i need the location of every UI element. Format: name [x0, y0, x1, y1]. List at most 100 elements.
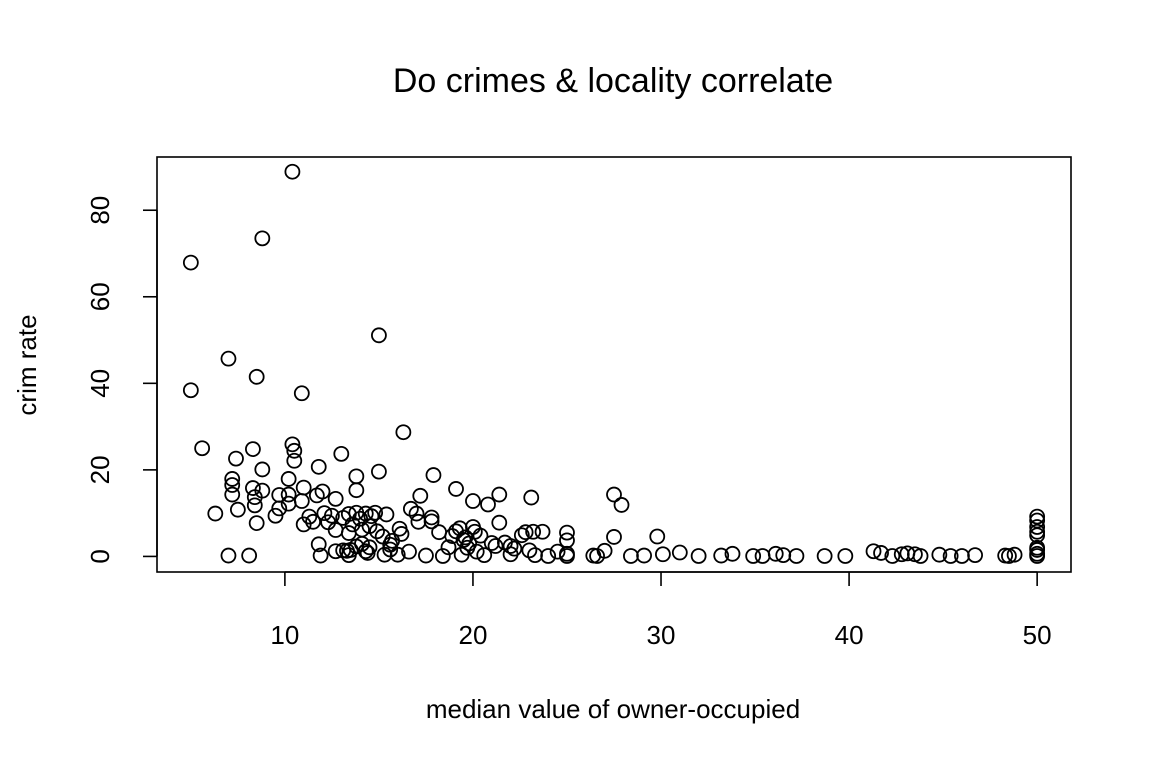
data-point	[393, 526, 410, 542]
data-point	[224, 486, 241, 503]
data-point	[286, 452, 303, 469]
data-point	[254, 461, 271, 478]
data-point	[418, 547, 434, 564]
data-point	[293, 385, 310, 402]
y-tick-label: 60	[85, 282, 115, 311]
data-point	[472, 527, 489, 544]
x-axis-title: median value of owner-occupied	[426, 694, 800, 724]
data-point	[483, 535, 500, 551]
data-point	[837, 548, 854, 564]
data-point	[280, 486, 297, 503]
data-point	[476, 547, 493, 564]
data-point	[884, 548, 901, 564]
data-point	[224, 477, 241, 493]
data-point	[491, 514, 508, 531]
data-point	[410, 513, 427, 530]
data-point	[487, 538, 504, 554]
data-point	[241, 547, 258, 564]
data-point	[636, 547, 652, 564]
data-point	[1006, 546, 1023, 563]
data-point	[745, 548, 762, 564]
data-point	[371, 327, 387, 344]
y-tick-label: 40	[85, 369, 115, 398]
data-point	[248, 515, 265, 532]
data-point	[912, 548, 929, 564]
data-point	[245, 480, 261, 496]
data-point	[1029, 548, 1046, 564]
chart-title: Do crimes & locality correlate	[393, 62, 833, 100]
data-point	[246, 497, 263, 514]
data-point	[401, 543, 417, 560]
data-point	[468, 543, 485, 560]
data-point	[284, 436, 301, 453]
data-point	[873, 545, 889, 561]
data-point	[713, 547, 730, 564]
data-point	[654, 546, 671, 563]
data-point	[333, 445, 350, 462]
data-point	[491, 486, 508, 503]
data-point	[754, 548, 771, 564]
data-point	[1001, 548, 1017, 564]
data-point	[506, 540, 523, 557]
data-point	[931, 546, 948, 563]
data-point	[521, 542, 538, 559]
data-point	[271, 500, 288, 517]
data-point	[389, 546, 406, 563]
data-point	[395, 424, 412, 441]
data-point	[284, 163, 301, 180]
y-axis-title: crim rate	[12, 314, 42, 415]
plot-area-frame	[156, 156, 1072, 573]
data-point	[248, 368, 265, 385]
data-point	[440, 539, 457, 556]
data-point	[310, 458, 327, 475]
x-tick-label: 10	[270, 620, 299, 650]
data-point	[194, 440, 211, 457]
x-tick-label: 40	[835, 620, 864, 650]
data-point	[412, 487, 429, 504]
data-point	[182, 382, 199, 399]
data-point	[425, 467, 442, 483]
data-point	[540, 548, 557, 564]
data-point	[408, 505, 425, 522]
data-point	[324, 507, 340, 524]
data-point	[788, 548, 805, 564]
data-point	[367, 504, 384, 521]
data-point	[448, 481, 464, 497]
data-point	[245, 441, 261, 458]
data-point	[254, 230, 271, 247]
data-point	[361, 539, 378, 556]
y-tick-label: 0	[85, 549, 115, 563]
data-point	[228, 450, 244, 467]
data-point	[295, 516, 312, 533]
y-tick-label: 80	[85, 196, 115, 225]
data-point	[1029, 542, 1046, 558]
x-tick-label: 30	[647, 620, 676, 650]
data-point	[354, 535, 370, 552]
data-point	[434, 548, 451, 564]
y-tick-label: 20	[85, 455, 115, 484]
data-point	[280, 471, 297, 487]
data-point	[423, 513, 440, 530]
x-tick-label: 50	[1023, 620, 1052, 650]
data-point	[310, 536, 327, 553]
data-point	[596, 542, 613, 559]
data-point	[207, 505, 224, 522]
data-point	[816, 548, 833, 564]
data-point	[431, 524, 447, 541]
data-point	[369, 523, 385, 540]
data-points	[182, 163, 1046, 564]
data-point	[348, 468, 365, 485]
data-point	[357, 543, 374, 560]
data-point	[606, 486, 622, 503]
data-point	[327, 490, 344, 507]
data-point	[613, 497, 630, 513]
x-tick-label: 20	[458, 620, 487, 650]
data-point	[649, 528, 666, 545]
data-point	[371, 463, 387, 480]
data-point	[316, 505, 333, 522]
data-point	[1029, 519, 1046, 535]
data-point	[513, 527, 530, 544]
data-point	[465, 493, 481, 509]
data-point	[224, 471, 241, 487]
